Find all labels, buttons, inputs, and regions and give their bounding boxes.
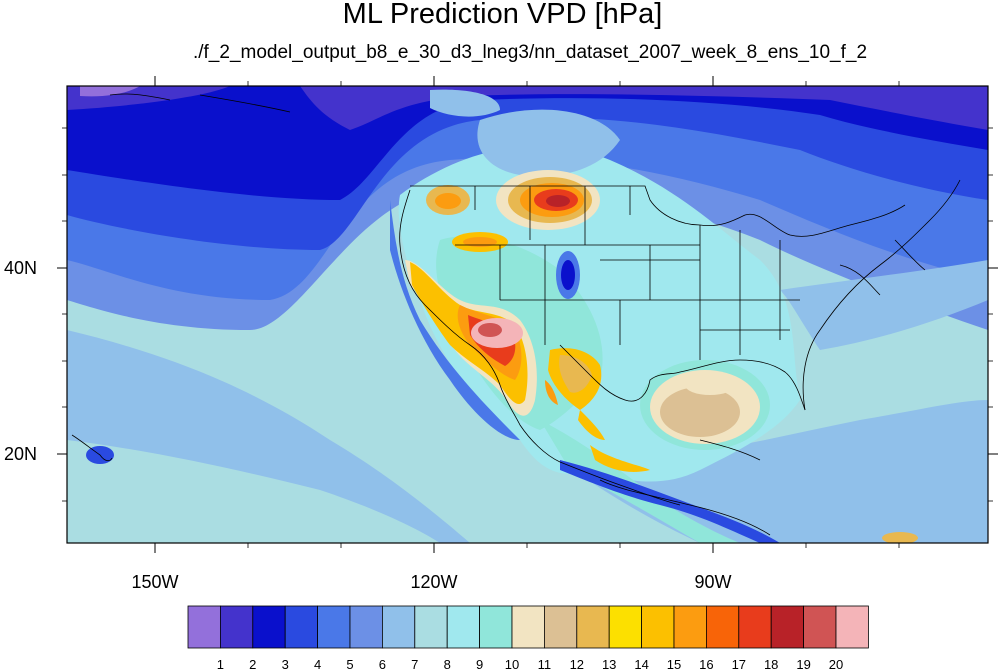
colorbar-tick-label: 5: [346, 657, 354, 672]
colorbar-tick-label: 10: [504, 657, 520, 672]
colorbar-swatch: [252, 605, 286, 649]
lon-label-150w: 150W: [131, 572, 179, 592]
colorbar-swatch: [738, 605, 772, 649]
map-subtitle: ./f_2_model_output_b8_e_30_d3_lneg3/nn_d…: [192, 42, 868, 63]
colorbar: [187, 605, 869, 649]
colorbar-tick-label: 4: [313, 657, 322, 672]
colorbar-swatch: [381, 605, 416, 649]
lon-label-120w: 120W: [410, 572, 458, 592]
colorbar-swatch: [544, 605, 578, 649]
colorbar-tick-label: 14: [634, 657, 649, 672]
lon-label-90w: 90W: [694, 572, 732, 592]
colorbar-swatch: [349, 605, 383, 649]
colorbar-swatch: [414, 605, 448, 649]
colorbar-tick-label: 16: [699, 657, 714, 672]
colorbar-swatch: [641, 605, 675, 649]
colorbar-swatch: [835, 605, 869, 649]
colorbar-tick-label: 8: [443, 657, 451, 672]
colorbar-swatch: [673, 605, 707, 649]
lat-label-40n: 40N: [3, 258, 37, 278]
colorbar-tick-label: 9: [475, 657, 484, 672]
colorbar-tick-label: 20: [828, 657, 844, 672]
colorbar-tick-label: 6: [378, 657, 386, 672]
coastlines: [71, 93, 961, 536]
colorbar-tick-label: 3: [281, 657, 289, 672]
colorbar-tick-label: 13: [601, 657, 617, 672]
colorbar-swatch: [446, 605, 481, 649]
colorbar-tick-label: 12: [569, 657, 585, 672]
map-frame: [57, 76, 998, 553]
colorbar-swatch: [479, 605, 513, 649]
colorbar-swatch: [770, 605, 805, 649]
colorbar-swatch: [706, 605, 740, 649]
colorbar-tick-label: 17: [731, 657, 747, 672]
colorbar-tick-label: 15: [666, 657, 682, 672]
map-title: ML Prediction VPD [hPa]: [342, 0, 663, 30]
colorbar-swatch: [219, 605, 254, 649]
colorbar-tick-label: 2: [249, 657, 257, 672]
colorbar-swatch: [284, 605, 319, 649]
colorbar-tick-label: 11: [537, 657, 552, 672]
colorbar-swatch: [187, 605, 221, 649]
colorbar-tick-label: 19: [796, 657, 811, 672]
colorbar-swatch: [608, 605, 643, 649]
colorbar-swatch: [511, 605, 545, 649]
vpd-field: [67, 86, 988, 543]
colorbar-swatch: [576, 605, 610, 649]
lat-label-20n: 20N: [3, 444, 37, 464]
colorbar-swatch: [317, 605, 351, 649]
colorbar-tick-label: 18: [763, 657, 779, 672]
colorbar-tick-label: 7: [411, 657, 419, 672]
colorbar-tick-label: 1: [216, 657, 224, 672]
colorbar-swatch: [803, 605, 837, 649]
